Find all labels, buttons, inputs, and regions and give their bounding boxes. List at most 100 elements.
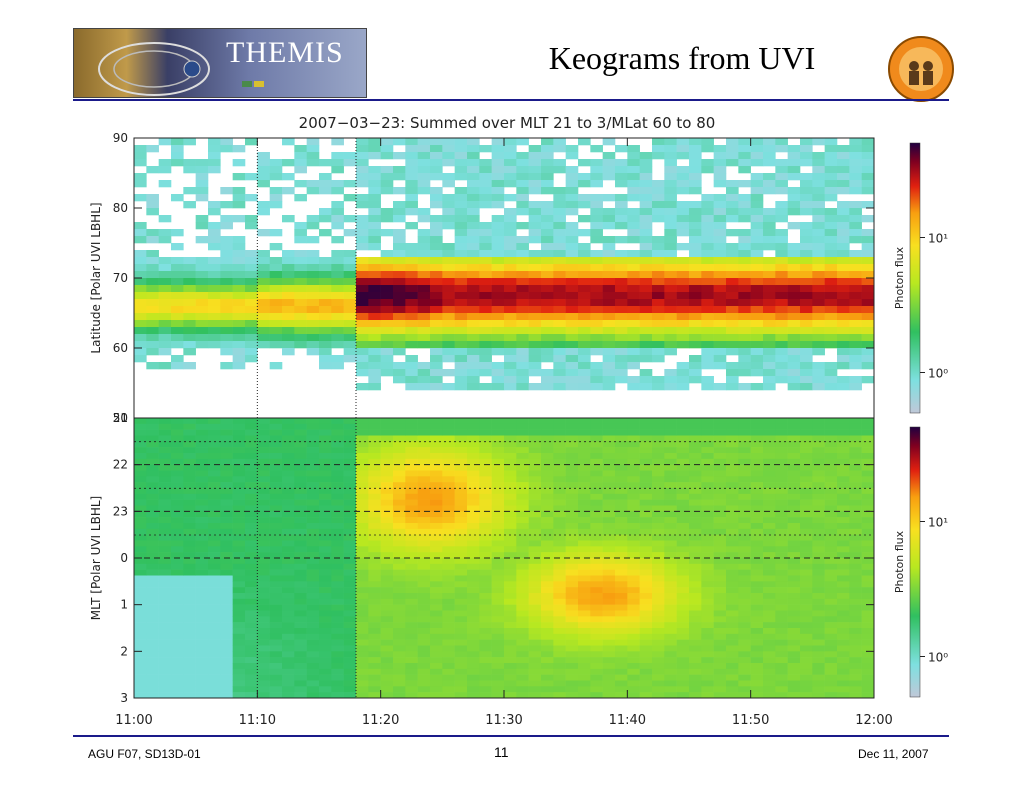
heatmap-cell (726, 458, 739, 465)
heatmap-cell (368, 222, 381, 230)
heatmap-cell (578, 348, 591, 356)
heatmap-cell (861, 482, 875, 489)
heatmap-cell (220, 575, 233, 582)
heatmap-cell (368, 447, 381, 454)
heatmap-cell (208, 264, 221, 272)
heatmap-cell (454, 593, 468, 600)
heatmap-cell (627, 663, 640, 670)
heatmap-cell (331, 692, 344, 699)
heatmap-cell (343, 651, 357, 658)
heatmap-cell (553, 441, 566, 448)
heatmap-cell (590, 692, 603, 699)
heatmap-cell (208, 327, 221, 335)
heatmap-cell (541, 334, 554, 342)
colorbar-tick-label: 10¹ (928, 232, 948, 246)
heatmap-cell (849, 663, 862, 670)
heatmap-cell (516, 517, 529, 524)
heatmap-cell (171, 138, 184, 146)
heatmap-cell (824, 369, 838, 377)
heatmap-cell (269, 534, 283, 541)
heatmap-cell (578, 355, 591, 363)
heatmap-cell (824, 341, 838, 349)
heatmap-cell (282, 563, 295, 570)
heatmap-cell (775, 423, 788, 430)
heatmap-cell (615, 355, 628, 363)
heatmap-cell (380, 493, 394, 500)
heatmap-cell (269, 505, 283, 512)
x-tick-label: 11:50 (732, 713, 769, 728)
heatmap-cell (627, 447, 640, 454)
heatmap-cell (195, 236, 209, 244)
heatmap-cell (257, 166, 270, 174)
heatmap-cell (516, 369, 529, 377)
heatmap-cell (849, 285, 862, 293)
heatmap-cell (504, 306, 517, 314)
heatmap-cell (294, 546, 307, 553)
heatmap-cell (639, 334, 653, 342)
heatmap-cell (491, 376, 505, 384)
heatmap-cell (763, 587, 776, 594)
heatmap-cell (713, 523, 727, 530)
heatmap-cell (516, 540, 529, 547)
heatmap-cell (676, 278, 690, 286)
heatmap-cell (602, 552, 616, 559)
heatmap-cell (467, 563, 480, 570)
heatmap-cell (356, 166, 369, 174)
heatmap-cell (787, 628, 801, 635)
heatmap-cell (269, 429, 283, 436)
heatmap-cell (195, 668, 209, 675)
heatmap-cell (800, 645, 813, 652)
heatmap-cell (158, 229, 172, 237)
heatmap-cell (467, 173, 480, 181)
heatmap-cell (171, 598, 184, 605)
heatmap-cell (269, 633, 283, 640)
heatmap-cell (578, 523, 591, 530)
heatmap-cell (356, 243, 369, 251)
heatmap-cell (479, 523, 492, 530)
heatmap-cell (306, 668, 320, 675)
heatmap-cell (319, 435, 332, 442)
heatmap-cell (837, 616, 850, 623)
heatmap-cell (208, 166, 221, 174)
heatmap-cell (208, 692, 221, 699)
heatmap-cell (590, 383, 603, 391)
heatmap-cell (245, 194, 258, 202)
heatmap-cell (553, 447, 566, 454)
heatmap-cell (713, 587, 727, 594)
heatmap-cell (232, 355, 246, 363)
heatmap-cell (417, 215, 431, 223)
heatmap-cell (541, 173, 554, 181)
heatmap-cell (430, 166, 443, 174)
heatmap-cell (454, 587, 468, 594)
heatmap-cell (701, 201, 714, 209)
heatmap-cell (368, 145, 381, 153)
heatmap-cell (763, 517, 776, 524)
heatmap-cell (405, 173, 418, 181)
heatmap-cell (664, 320, 677, 328)
heatmap-cell (701, 271, 714, 279)
heatmap-cell (146, 327, 159, 335)
heatmap-cell (578, 680, 591, 687)
heatmap-cell (282, 680, 295, 687)
heatmap-cell (627, 435, 640, 442)
heatmap-cell (676, 229, 690, 237)
heatmap-cell (183, 610, 196, 617)
heatmap-cell (343, 616, 357, 623)
heatmap-cell (442, 355, 455, 363)
heatmap-cell (849, 215, 862, 223)
heatmap-cell (541, 383, 554, 391)
heatmap-cell (775, 355, 788, 363)
heatmap-cell (627, 622, 640, 629)
heatmap-cell (380, 180, 394, 188)
heatmap-cell (602, 320, 616, 328)
heatmap-cell (541, 540, 554, 547)
heatmap-cell (504, 441, 517, 448)
heatmap-cell (812, 429, 825, 436)
heatmap-cell (245, 285, 258, 293)
heatmap-cell (578, 173, 591, 181)
heatmap-cell (775, 334, 788, 342)
heatmap-cell (195, 499, 209, 506)
heatmap-cell (676, 376, 690, 384)
heatmap-cell (306, 546, 320, 553)
heatmap-cell (787, 639, 801, 646)
